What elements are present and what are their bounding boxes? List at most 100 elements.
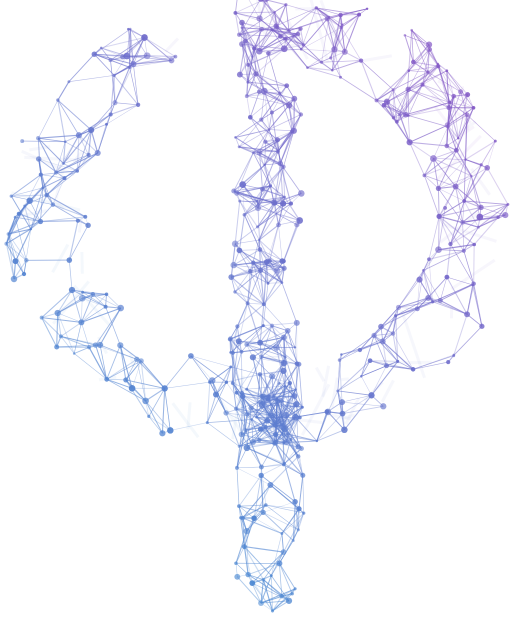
network-edge	[278, 203, 292, 226]
network-node	[284, 3, 288, 7]
network-edge	[447, 91, 462, 127]
network-node	[443, 205, 448, 210]
network-edge	[110, 104, 139, 115]
network-edge	[225, 366, 232, 383]
network-haze	[456, 125, 475, 140]
network-edge	[279, 130, 295, 164]
network-node	[138, 358, 144, 364]
network-edge	[413, 361, 449, 370]
network-edge	[30, 187, 44, 230]
network-haze	[284, 409, 288, 413]
network-edge	[270, 575, 290, 602]
network-edge	[264, 139, 278, 166]
network-edge	[230, 276, 265, 305]
network-node	[239, 181, 247, 188]
network-edge	[57, 99, 66, 142]
network-node	[341, 48, 348, 55]
network-edge	[393, 84, 423, 119]
network-node	[371, 332, 377, 339]
network-edge	[233, 264, 278, 271]
network-edge	[386, 70, 410, 102]
network-node	[270, 609, 275, 613]
network-edge	[253, 48, 257, 74]
network-node	[280, 422, 285, 428]
network-edge	[265, 504, 299, 531]
network-edge	[433, 158, 466, 160]
network-edge	[238, 340, 277, 348]
network-edge	[145, 400, 163, 434]
network-edge	[190, 355, 213, 381]
network-node	[493, 139, 497, 143]
network-edge	[71, 289, 82, 323]
network-node	[44, 192, 49, 198]
network-edge	[263, 512, 299, 531]
network-node	[426, 70, 430, 74]
network-edge	[239, 249, 260, 251]
network-edge	[480, 140, 496, 165]
network-edge	[8, 233, 27, 261]
network-node	[256, 202, 260, 206]
network-edge	[78, 134, 99, 154]
network-edge	[113, 66, 130, 76]
network-node	[391, 88, 395, 92]
network-edge	[344, 51, 362, 62]
network-edge	[130, 28, 148, 56]
network-node	[21, 271, 27, 277]
network-node	[290, 592, 294, 596]
network-edge	[110, 75, 115, 115]
network-edge	[113, 55, 128, 76]
network-node	[269, 373, 276, 380]
network-edge	[478, 216, 499, 228]
network-edge	[244, 546, 284, 553]
network-edge	[438, 249, 464, 252]
network-edge	[424, 159, 466, 176]
network-edge	[437, 188, 440, 217]
network-edge	[399, 114, 411, 143]
network-edge	[234, 270, 251, 293]
network-haze	[97, 336, 108, 355]
network-edge	[164, 388, 171, 431]
network-node	[461, 248, 466, 253]
network-edge	[407, 65, 439, 90]
network-edge	[257, 203, 292, 228]
network-edge	[257, 203, 284, 228]
network-edge	[190, 355, 231, 368]
network-edge	[274, 193, 302, 204]
network-node	[268, 184, 273, 188]
network-node	[141, 34, 148, 41]
network-node	[292, 498, 298, 505]
network-edge	[233, 264, 269, 284]
network-edge	[262, 151, 279, 190]
network-edge	[274, 166, 284, 204]
network-edge	[74, 353, 107, 380]
network-node	[228, 336, 234, 342]
network-haze	[309, 0, 330, 63]
network-edge	[247, 413, 273, 416]
network-node	[263, 259, 270, 265]
network-edge	[241, 393, 246, 430]
network-edge	[239, 249, 278, 271]
network-edge	[432, 158, 439, 189]
network-node	[283, 355, 287, 359]
network-node	[414, 306, 420, 312]
network-node	[237, 504, 241, 508]
network-node	[62, 176, 67, 181]
network-edge	[424, 175, 439, 189]
network-edge	[272, 415, 276, 443]
network-edge	[298, 364, 303, 408]
network-edge	[479, 204, 509, 218]
network-node	[272, 440, 279, 446]
network-node	[471, 281, 476, 286]
network-node	[454, 147, 459, 153]
network-node	[234, 561, 238, 565]
network-node	[266, 394, 271, 399]
network-node	[243, 527, 251, 535]
network-node	[280, 532, 284, 535]
network-edge	[239, 146, 278, 153]
network-edge	[253, 139, 278, 154]
network-edge	[246, 531, 249, 575]
network-edge	[281, 512, 304, 534]
network-node	[88, 126, 95, 134]
network-haze	[314, 366, 326, 383]
network-haze	[435, 134, 482, 182]
